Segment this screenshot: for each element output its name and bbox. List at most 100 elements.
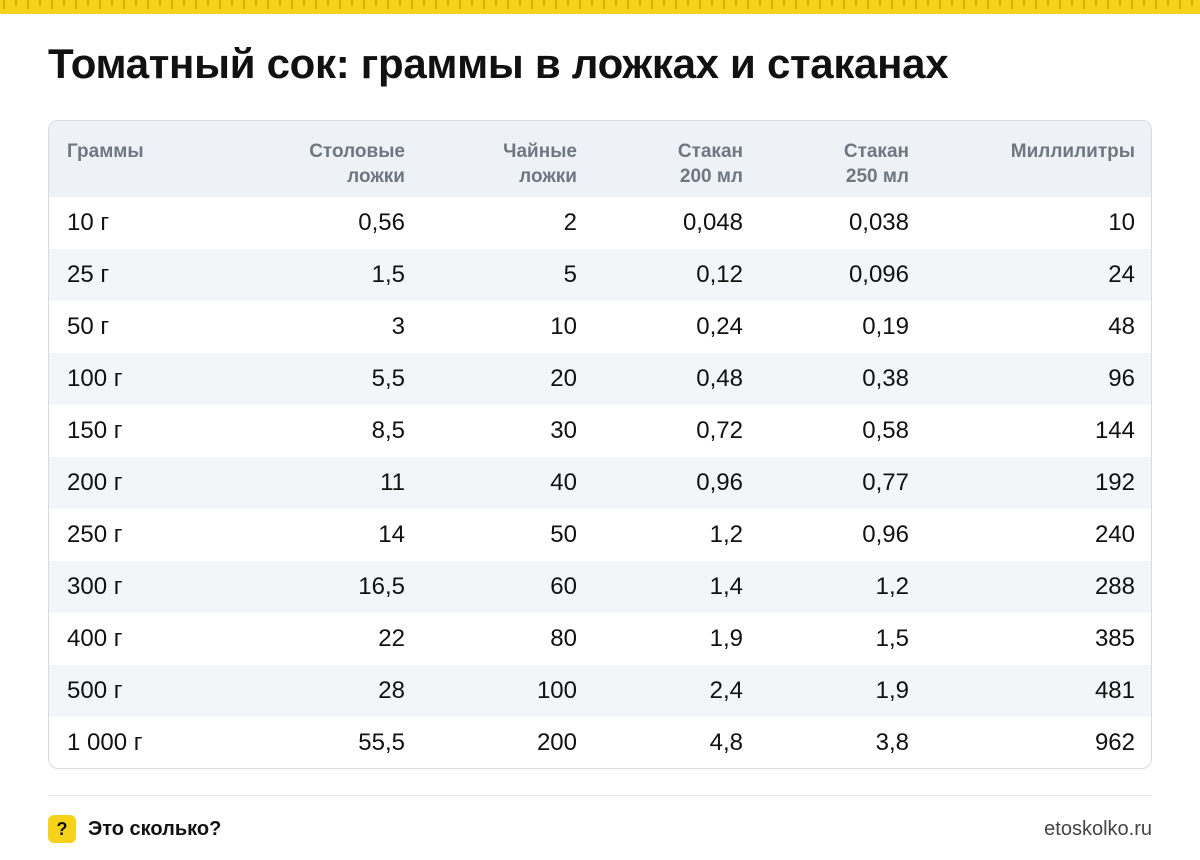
table-cell: 50 г — [67, 313, 110, 340]
table-cell: 288 — [1094, 573, 1135, 600]
table-cell: 5,5 — [371, 365, 405, 392]
table-cell: 200 — [536, 729, 577, 756]
page-title: Томатный сок: граммы в ложках и стаканах — [48, 40, 949, 87]
table-cell: 55,5 — [358, 729, 405, 756]
table-cell: 100 — [536, 677, 577, 704]
table-cell: 400 г — [67, 625, 123, 652]
table-cell: 0,96 — [862, 521, 909, 548]
table-cell: 4,8 — [709, 729, 743, 756]
column-header: Граммы — [49, 121, 249, 197]
table-cell: 300 г — [67, 573, 123, 600]
table-cell: 0,77 — [862, 469, 909, 496]
column-header-line: Столовые — [309, 141, 405, 162]
conversion-table: Граммы Столовые ложки Чайные ложки Стакан 200 … — [49, 121, 1151, 768]
table-cell: 0,038 — [848, 209, 909, 236]
table-cell: 96 — [1108, 365, 1135, 392]
table-cell: 20 — [550, 365, 577, 392]
table-cell: 48 — [1108, 313, 1135, 340]
table-cell: 1 000 г — [67, 729, 143, 756]
table-cell: 2,4 — [709, 677, 743, 704]
table-cell: 50 — [550, 521, 577, 548]
table-cell: 0,72 — [696, 417, 743, 444]
table-cell: 28 — [378, 677, 405, 704]
table-cell: 11 — [380, 469, 405, 496]
table-cell: 3,8 — [875, 729, 909, 756]
table-cell: 60 — [550, 573, 577, 600]
table-cell: 5 — [563, 261, 577, 288]
table-cell: 8,5 — [371, 417, 405, 444]
column-header-line: 250 мл — [845, 166, 909, 187]
column-header-line: Стакан — [677, 141, 743, 162]
column-header-line: ложки — [347, 166, 405, 187]
table-cell: 962 — [1094, 729, 1135, 756]
table-cell: 0,96 — [696, 469, 743, 496]
table-cell: 2 — [563, 209, 577, 236]
table-cell: 0,12 — [696, 261, 743, 288]
table-row: 500 г 28 100 2,4 1,9 481 — [49, 665, 1151, 717]
table-row: 50 г 3 10 0,24 0,19 48 — [49, 301, 1151, 353]
table-cell: 30 — [550, 417, 577, 444]
table-cell: 16,5 — [358, 573, 405, 600]
site-link[interactable]: etoskolko.ru — [1044, 818, 1152, 840]
table-cell: 1,2 — [709, 521, 743, 548]
table-cell: 0,19 — [862, 313, 909, 340]
ruler-decoration — [0, 0, 1200, 14]
table-cell: 1,4 — [709, 573, 743, 600]
table-cell: 0,48 — [696, 365, 743, 392]
table-cell: 200 г — [67, 469, 123, 496]
column-header: Чайные ложки — [405, 121, 577, 197]
table-cell: 10 — [550, 313, 577, 340]
table-cell: 10 — [1108, 209, 1135, 236]
table-cell: 0,24 — [696, 313, 743, 340]
table-cell: 500 г — [67, 677, 123, 704]
column-header-line: Стакан — [843, 141, 909, 162]
column-header-line: Миллилитры — [1010, 141, 1135, 162]
column-header: Миллилитры — [909, 121, 1151, 197]
table-cell: 40 — [550, 469, 577, 496]
column-header: Столовые ложки — [249, 121, 405, 197]
table-cell: 481 — [1094, 677, 1135, 704]
table-cell: 1,9 — [875, 677, 909, 704]
table-cell: 3 — [391, 313, 405, 340]
table-cell: 25 г — [67, 261, 110, 288]
brand-name: Это сколько? — [88, 818, 222, 840]
conversion-table-card: Граммы Столовые ложки Чайные ложки Стакан 200 … — [48, 120, 1152, 769]
table-cell: 0,58 — [862, 417, 909, 444]
footer-divider — [48, 795, 1152, 796]
table-cell: 0,096 — [848, 261, 909, 288]
ruler-ticks — [3, 0, 1193, 9]
question-mark-icon: ? — [48, 815, 76, 843]
table-cell: 0,56 — [358, 209, 405, 236]
table-row: 150 г 8,5 30 0,72 0,58 144 — [49, 405, 1151, 457]
table-cell: 250 г — [67, 521, 123, 548]
table-cell: 385 — [1094, 625, 1135, 652]
column-header-line: ложки — [519, 166, 577, 187]
table-cell: 10 г — [67, 209, 110, 236]
table-cell: 14 — [378, 521, 405, 548]
table-row: 25 г 1,5 5 0,12 0,096 24 — [49, 249, 1151, 301]
table-cell: 144 — [1094, 417, 1135, 444]
table-header-row: Граммы Столовые ложки Чайные ложки Стакан 200 … — [49, 121, 1151, 197]
table-cell: 1,5 — [371, 261, 405, 288]
table-cell: 1,5 — [875, 625, 909, 652]
table-row: 400 г 22 80 1,9 1,5 385 — [49, 613, 1151, 665]
column-header-line: Граммы — [67, 141, 144, 162]
table-row: 1 000 г 55,5 200 4,8 3,8 962 — [49, 717, 1151, 768]
table-body: 10 г 0,56 2 0,048 0,038 10 25 г 1,5 5 0,12 0,096 24… — [49, 197, 1151, 768]
table-row: 250 г 14 50 1,2 0,96 240 — [49, 509, 1151, 561]
column-header: Стакан 200 мл — [577, 121, 743, 197]
column-header-line: 200 мл — [679, 166, 743, 187]
table-row: 200 г 11 40 0,96 0,77 192 — [49, 457, 1151, 509]
table-cell: 1,9 — [709, 625, 743, 652]
table-cell: 100 г — [67, 365, 123, 392]
table-cell: 24 — [1108, 261, 1135, 288]
table-cell: 192 — [1094, 469, 1135, 496]
column-header-line: Чайные — [503, 141, 577, 162]
table-row: 100 г 5,5 20 0,48 0,38 96 — [49, 353, 1151, 405]
table-cell: 80 — [550, 625, 577, 652]
table-cell: 150 г — [67, 417, 123, 444]
table-cell: 0,048 — [682, 209, 743, 236]
table-row: 300 г 16,5 60 1,4 1,2 288 — [49, 561, 1151, 613]
table-cell: 0,38 — [862, 365, 909, 392]
table-cell: 240 — [1094, 521, 1135, 548]
